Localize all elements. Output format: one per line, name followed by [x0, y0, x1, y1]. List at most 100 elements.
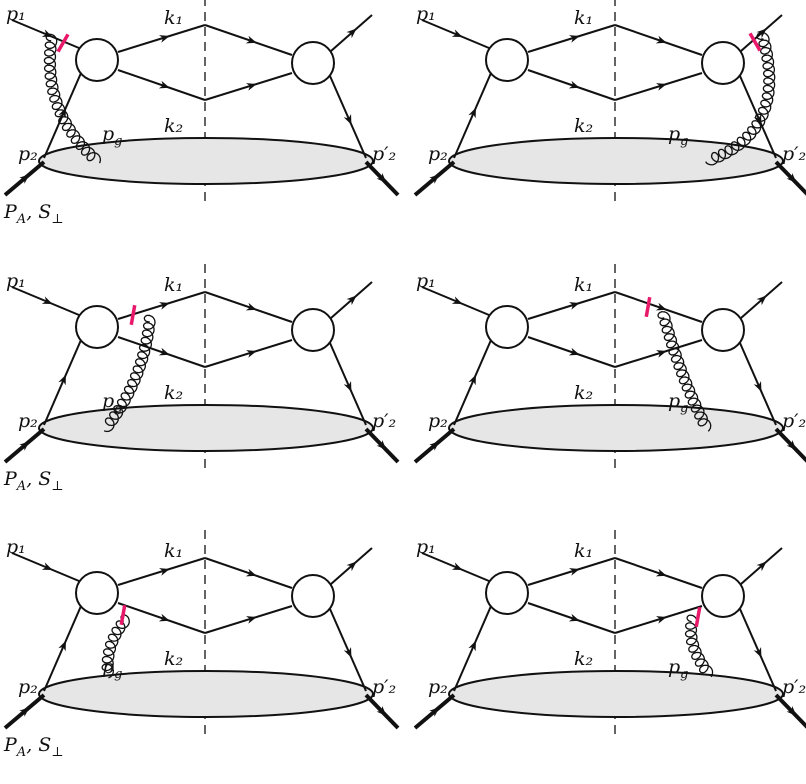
right-vertex-blob — [701, 41, 745, 85]
cut-marker — [119, 604, 127, 626]
k1-line-right — [614, 557, 703, 589]
k2-line-right — [204, 605, 293, 634]
gluon — [705, 31, 776, 166]
label-k1: k₁ — [164, 274, 183, 296]
label-p2: p₂ — [428, 676, 448, 698]
right-vertex-blob — [291, 574, 335, 618]
target-blob — [38, 670, 374, 718]
label-p2prime: p′₂ — [782, 410, 806, 432]
label-pg: pg — [102, 123, 123, 149]
label-k2: k₂ — [574, 115, 593, 137]
k2-line-left — [527, 69, 616, 101]
k2-line-left — [117, 336, 206, 368]
target-incoming-line — [413, 160, 456, 197]
p2-line — [43, 339, 82, 426]
label-p1: p₁ — [6, 536, 26, 558]
right-vertex-blob — [291, 308, 335, 352]
gluon — [684, 614, 714, 678]
label-k1: k₁ — [574, 274, 593, 296]
k2-line-left — [117, 69, 206, 101]
target-incoming-line — [413, 693, 456, 730]
cut-marker — [129, 304, 137, 326]
k2-line-right — [204, 339, 293, 368]
k2-line-right — [204, 72, 293, 101]
target-outgoing-line — [364, 427, 400, 464]
label-p2: p₂ — [18, 143, 38, 165]
k1-line-left — [117, 291, 206, 320]
label-p1: p₁ — [416, 536, 436, 558]
label-target: PA, S⊥ — [3, 468, 64, 494]
label-p2prime: p′₂ — [782, 143, 806, 165]
gluon — [103, 314, 156, 433]
cut-marker — [56, 33, 70, 53]
k1-line-left — [117, 24, 206, 53]
target-outgoing-line — [364, 693, 400, 730]
diagram-2: p₁ k₁ k₂ p₂ p′₂ pg — [413, 0, 806, 205]
label-pg: pg — [102, 390, 123, 416]
k1-line-right — [204, 291, 293, 323]
label-p2: p₂ — [18, 410, 38, 432]
label-p2prime: p′₂ — [372, 143, 396, 165]
k2-line-left — [527, 602, 616, 634]
target-incoming-line — [3, 160, 46, 197]
gluon — [657, 311, 712, 432]
gluon — [101, 614, 130, 679]
label-p2prime: p′₂ — [782, 676, 806, 698]
outgoing-line — [330, 281, 373, 319]
target-outgoing-line — [774, 693, 806, 729]
gluon — [43, 33, 102, 164]
label-k1: k₁ — [574, 540, 593, 562]
left-vertex-blob — [485, 571, 529, 615]
right-vertex-blob — [291, 41, 335, 85]
label-pg: pg — [668, 123, 689, 149]
k2-line-right — [614, 339, 703, 368]
label-pg: pg — [102, 656, 123, 682]
cut-marker — [694, 606, 702, 628]
k1-line-left — [527, 557, 616, 586]
left-vertex-blob — [75, 38, 119, 82]
k1-line-left — [527, 24, 616, 53]
label-p1: p₁ — [6, 270, 26, 292]
left-vertex-blob — [75, 305, 119, 349]
outgoing-line — [740, 281, 783, 319]
label-target: PA, S⊥ — [3, 201, 64, 227]
right-vertex-blob — [701, 308, 745, 352]
label-p2prime: p′₂ — [372, 410, 396, 432]
label-p2: p₂ — [428, 410, 448, 432]
p2-line — [43, 605, 82, 692]
diagram-1: p₁ k₁ k₂ p₂ p′₂ pg PA, S⊥ — [3, 0, 400, 227]
p2-line — [453, 339, 492, 426]
target-incoming-line — [3, 427, 46, 464]
target-incoming-line — [3, 693, 46, 730]
label-k2: k₂ — [574, 382, 593, 404]
k1-line-right — [204, 24, 293, 56]
target-outgoing-line — [774, 160, 806, 196]
cut-marker — [644, 296, 652, 318]
right-vertex-blob — [701, 574, 745, 618]
target-blob — [448, 670, 784, 718]
label-p2prime: p′₂ — [372, 676, 396, 698]
k1-line-right — [204, 557, 293, 589]
k2-line-left — [117, 602, 206, 634]
k1-line-left — [117, 557, 206, 586]
target-blob — [38, 404, 374, 452]
label-p2: p₂ — [18, 676, 38, 698]
label-pg: pg — [668, 390, 689, 416]
cut-marker — [748, 32, 762, 52]
diagram-4: p₁ k₁ k₂ p₂ p′₂ pg — [413, 264, 806, 472]
outgoing-line — [740, 547, 783, 585]
outgoing-line — [330, 14, 373, 52]
diagram-6: p₁ k₁ k₂ p₂ p′₂ pg — [413, 530, 806, 738]
k1-line-left — [527, 291, 616, 320]
label-p1: p₁ — [416, 3, 436, 25]
label-p1: p₁ — [416, 270, 436, 292]
label-k2: k₂ — [164, 382, 183, 404]
target-incoming-line — [413, 427, 456, 464]
left-vertex-blob — [485, 305, 529, 349]
p2-line — [453, 72, 492, 159]
label-k1: k₁ — [164, 7, 183, 29]
target-outgoing-line — [774, 427, 806, 463]
left-vertex-blob — [75, 571, 119, 615]
target-blob — [38, 137, 374, 185]
